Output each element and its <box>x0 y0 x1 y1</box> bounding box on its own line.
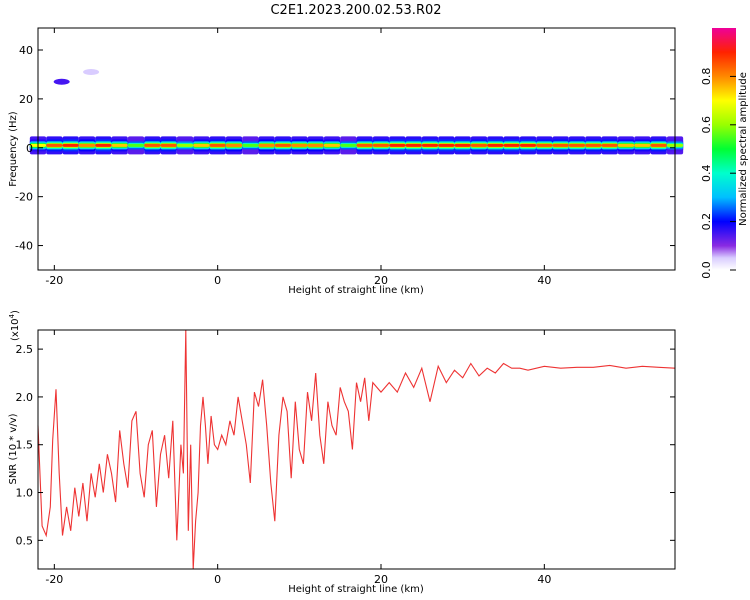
spectrogram-xlabel: Height of straight line (km) <box>288 285 424 296</box>
spectrogram-cell <box>536 143 553 147</box>
spectrogram-frame <box>37 27 676 271</box>
snr-ytick-label: 2.0 <box>16 391 34 404</box>
spectrogram-cell <box>340 143 357 147</box>
spectrogram-cell <box>176 143 194 147</box>
spectrogram-cell <box>438 143 455 147</box>
spectrogram-xtick-label: 20 <box>374 274 388 287</box>
spectrogram-ticks: -20 0 20 40 -40 -20 0 20 40 <box>15 28 675 287</box>
snr-ytick-label: 0.5 <box>16 534 34 547</box>
spectrogram-cell <box>568 143 586 147</box>
snr-multiplier-close: ) <box>10 310 21 314</box>
spectrogram-cell <box>274 143 292 147</box>
colorbar-gradient <box>712 28 736 270</box>
spectrogram-cell <box>62 143 79 147</box>
snr-multiplier-base: (x10 <box>10 318 21 341</box>
spectrogram-cell <box>193 143 210 147</box>
snr-xtick-label: -20 <box>45 573 63 586</box>
spectrogram-cell <box>454 143 471 147</box>
snr-frame <box>37 329 676 570</box>
spectrogram-cell <box>95 143 112 147</box>
spectrogram-cell <box>405 143 422 147</box>
colorbar-tick-label: 0.0 <box>700 261 713 279</box>
colorbar-ticks: 0.0 0.2 0.4 0.6 0.8 <box>700 68 736 279</box>
snr-panel: -20 0 20 40 0.5 1.0 1.5 2.0 2.5 Height of straig… <box>8 310 676 595</box>
spectrogram-ytick-label: 0 <box>26 142 33 155</box>
spectrogram-cell <box>225 143 243 147</box>
spectrogram-cell <box>127 143 145 147</box>
spectrogram-ytick-label: 20 <box>19 93 33 106</box>
spectrogram-cell <box>585 143 602 147</box>
colorbar-label: Normalized spectral amplitude <box>738 72 749 226</box>
spectrogram-cell <box>470 143 488 147</box>
spectrogram-cell <box>552 143 569 147</box>
snr-multiplier: (x104) <box>8 310 21 341</box>
spectrogram-cell <box>356 143 373 147</box>
spectrogram-cell <box>242 143 259 147</box>
spectrogram-cell <box>372 143 390 147</box>
snr-ylabel: SNR (10 * v/v) <box>8 413 19 484</box>
snr-line-layer <box>37 329 676 570</box>
spectrogram-cell <box>46 143 63 147</box>
spectrogram-cell <box>209 143 226 147</box>
colorbar-tick-label: 0.2 <box>700 213 713 231</box>
colorbar: 0.0 0.2 0.4 0.6 0.8 Normalized spectral ampl… <box>700 28 749 279</box>
spectrogram-cell <box>389 143 406 147</box>
spectrogram-ytick-label: -20 <box>15 191 33 204</box>
snr-line <box>37 329 676 570</box>
snr-xtick-label: 40 <box>537 573 551 586</box>
colorbar-tick-label: 0.6 <box>700 116 713 134</box>
spectrogram-ylabel: Frequency (Hz) <box>8 111 19 187</box>
spectrogram-band-layer <box>29 69 684 155</box>
spectrogram-ytick-label: 40 <box>19 44 33 57</box>
spectrogram-panel: -20 0 20 40 -40 -20 0 20 40 Height of straight l… <box>8 27 684 296</box>
spectrogram-ytick-label: -40 <box>15 240 33 253</box>
spectrogram-xtick-label: 0 <box>214 274 221 287</box>
spectrogram-cell <box>634 143 651 147</box>
spectrogram-cell <box>291 143 308 147</box>
spectrogram-cell <box>144 143 161 147</box>
chart-title: C2E1.2023.200.02.53.R02 <box>270 3 441 18</box>
snr-ytick-label: 1.0 <box>16 487 34 500</box>
snr-ytick-label: 1.5 <box>16 439 34 452</box>
spectrogram-cell <box>519 143 537 147</box>
spectrogram-cell <box>160 143 177 147</box>
snr-plot-area <box>38 330 675 569</box>
spectrogram-cell <box>111 143 128 147</box>
spectrogram-cell <box>258 143 275 147</box>
snr-xtick-label: 0 <box>214 573 221 586</box>
spectrogram-cell <box>307 143 324 147</box>
spectrogram-cell <box>601 143 618 147</box>
spectrogram-blob <box>83 69 100 75</box>
spectrogram-cell <box>487 143 504 147</box>
snr-xtick-label: 20 <box>374 573 388 586</box>
spectrogram-cell <box>323 143 341 147</box>
spectrogram-cell <box>78 143 96 147</box>
colorbar-tick-label: 0.4 <box>700 164 713 182</box>
spectrogram-cell <box>617 143 635 147</box>
spectrogram-cell <box>421 143 439 147</box>
snr-ytick-label: 2.5 <box>16 343 34 356</box>
spectrogram-cell <box>503 143 520 147</box>
spectrogram-xtick-label: 40 <box>537 274 551 287</box>
spectrogram-cell <box>650 143 667 147</box>
snr-xlabel: Height of straight line (km) <box>288 584 424 595</box>
spectrogram-xtick-label: -20 <box>45 274 63 287</box>
colorbar-tick-label: 0.8 <box>700 68 713 86</box>
spectrogram-blob <box>53 78 70 85</box>
snr-ticks: -20 0 20 40 0.5 1.0 1.5 2.0 2.5 <box>16 330 675 586</box>
snr-multiplier-exp: 4 <box>8 313 16 318</box>
